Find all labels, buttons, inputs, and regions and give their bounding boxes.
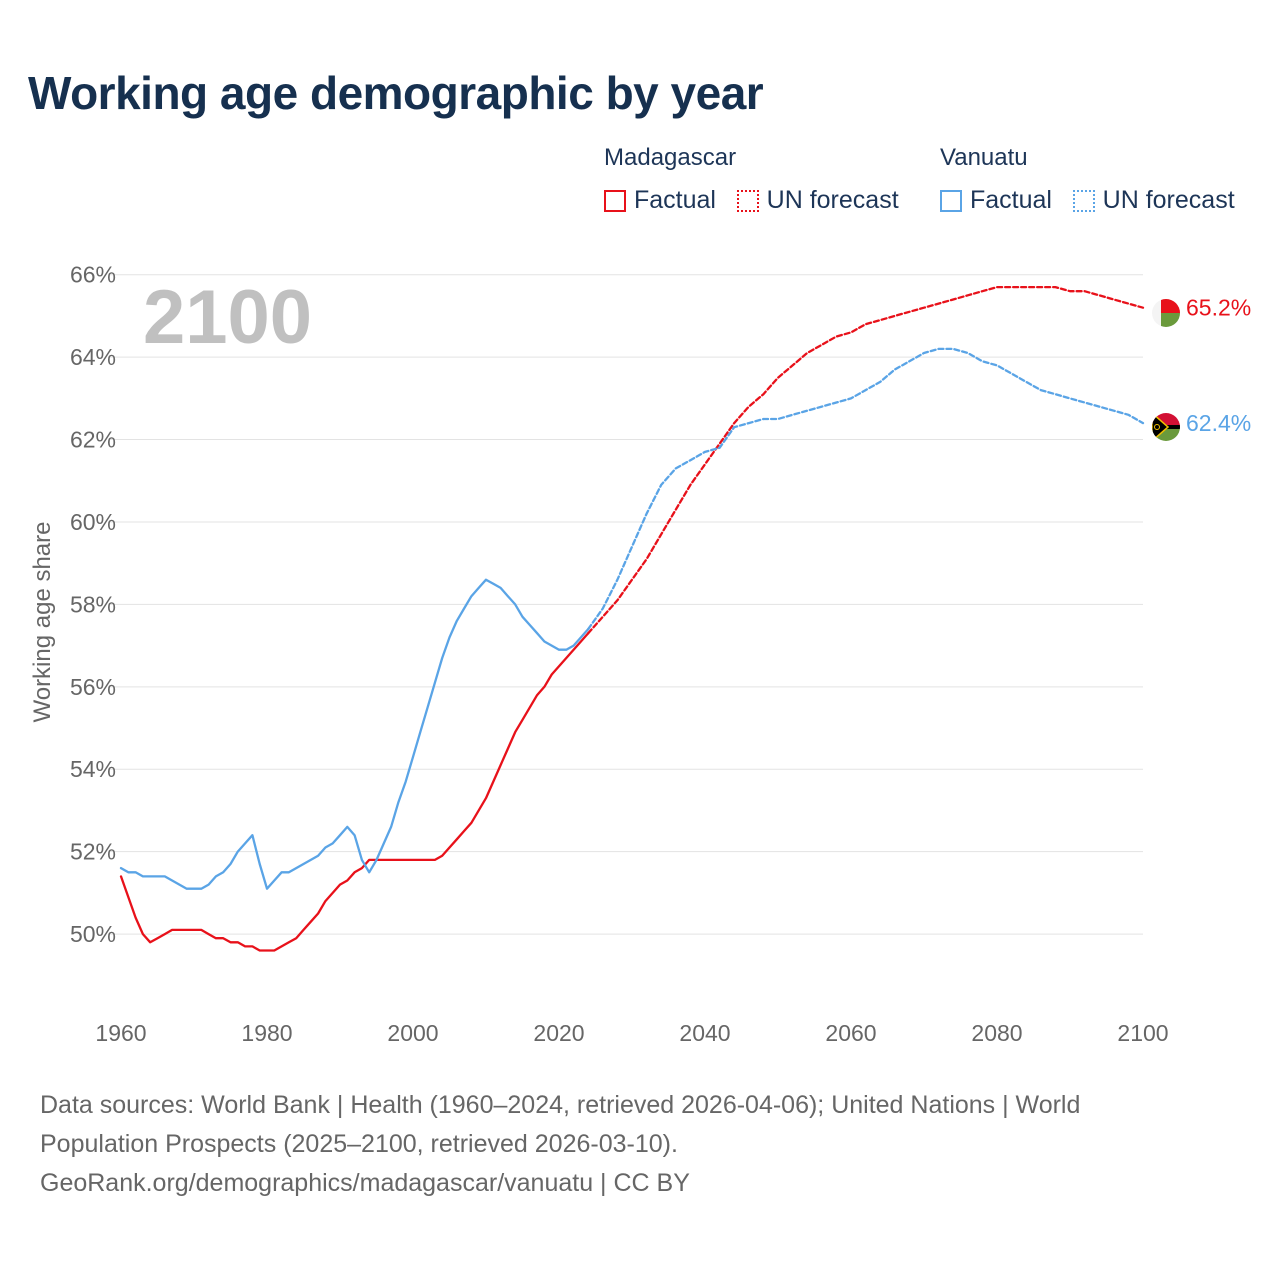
end-label-vanuatu: 62.4%: [1186, 410, 1251, 436]
y-tick-label: 52%: [70, 839, 116, 865]
legend-swatch-dotted: [1072, 189, 1095, 212]
legend-madagascar-forecast[interactable]: UN forecast: [736, 186, 899, 215]
footer-sources: Data sources: World Bank | Health (1960–…: [40, 1086, 1240, 1203]
x-tick-label: 2100: [1117, 1020, 1168, 1046]
legend-vanuatu-factual[interactable]: Factual: [940, 186, 1052, 215]
legend-group-vanuatu: Vanuatu Factual UN forecast: [940, 144, 1235, 219]
x-tick-label: 1980: [241, 1020, 292, 1046]
flag-mg-red: [1161, 299, 1180, 313]
x-tick-label: 2040: [679, 1020, 730, 1046]
series-line-madagascar-forecast[interactable]: [587, 285, 1145, 635]
chart-title: Working age demographic by year: [28, 67, 764, 119]
legend-group-madagascar: Madagascar Factual UN forecast: [604, 144, 913, 219]
year-watermark: 2100: [143, 275, 312, 360]
y-tick-label: 56%: [70, 674, 116, 700]
x-tick-label: 2060: [825, 1020, 876, 1046]
legend-swatch-solid: [604, 189, 626, 212]
x-tick-label: 1960: [95, 1020, 146, 1046]
x-tick-label: 2000: [387, 1020, 438, 1046]
flag-vanuatu: [1152, 413, 1180, 441]
y-tick-label: 60%: [70, 509, 116, 535]
y-tick-label: 50%: [70, 921, 116, 947]
y-tick-label: 66%: [70, 262, 116, 288]
legend-group-label: Madagascar: [604, 144, 737, 171]
legend-madagascar-factual[interactable]: Factual: [604, 186, 716, 215]
legend-vanuatu-forecast[interactable]: UN forecast: [1072, 186, 1235, 215]
y-tick-label: 54%: [70, 756, 116, 782]
legend-swatch-solid: [940, 189, 962, 212]
footer-line: Data sources: World Bank | Health (1960–…: [40, 1091, 1081, 1119]
footer-line: GeoRank.org/demographics/madagascar/vanu…: [40, 1169, 690, 1197]
legend-label: Factual: [970, 186, 1052, 214]
footer-line: Population Prospects (2025–2100, retriev…: [40, 1130, 678, 1158]
flag-mg-green: [1161, 313, 1180, 327]
legend-group-label: Vanuatu: [940, 144, 1028, 171]
y-axis-label: Working age share: [29, 522, 56, 723]
legend-label: UN forecast: [766, 186, 899, 214]
y-tick-label: 62%: [70, 427, 116, 453]
legend-swatch-dotted: [736, 189, 759, 212]
legend-label: Factual: [634, 186, 716, 214]
series-line-vanuatu-forecast[interactable]: [587, 347, 1145, 631]
flag-vu-emblem: [1154, 424, 1160, 430]
flag-madagascar: [1152, 299, 1180, 327]
y-tick-label: 58%: [70, 591, 116, 617]
x-tick-label: 2080: [971, 1020, 1022, 1046]
series-line-vanuatu-factual[interactable]: [119, 578, 590, 890]
x-tick-label: 2020: [533, 1020, 584, 1046]
y-tick-label: 64%: [70, 344, 116, 370]
end-label-madagascar: 65.2%: [1186, 295, 1251, 321]
series-line-madagascar-factual[interactable]: [119, 632, 590, 952]
legend-label: UN forecast: [1102, 186, 1235, 214]
